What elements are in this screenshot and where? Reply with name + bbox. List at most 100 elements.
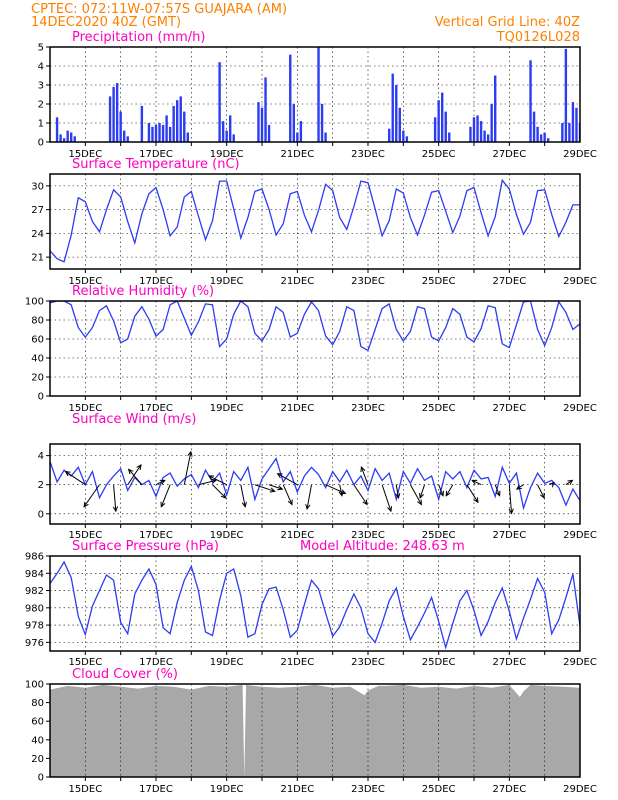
wind-arrow-head <box>64 470 71 477</box>
precip-bar <box>402 130 405 142</box>
precip-bar <box>59 134 62 142</box>
precip-bar <box>476 115 479 142</box>
precip-bar <box>229 115 232 142</box>
x-date-label: 19DEC <box>210 657 244 668</box>
y-tick-label: 20 <box>31 373 44 384</box>
wind-arrow-shaft <box>339 484 343 496</box>
y-tick-label: 60 <box>31 335 44 346</box>
y-tick-label: 986 <box>25 552 44 563</box>
y-tick-label: 982 <box>25 586 44 597</box>
precip-bar <box>469 126 472 142</box>
x-date-label: 17DEC <box>139 403 173 414</box>
precip-bar <box>296 132 299 142</box>
y-tick-label: 978 <box>25 621 44 632</box>
wind-arrow-head <box>549 481 555 488</box>
precip-bar <box>561 123 564 142</box>
wind-arrow-head <box>338 490 344 497</box>
precip-bar <box>151 126 154 142</box>
wind-arrow-head <box>567 479 574 485</box>
panel-frame <box>49 300 581 397</box>
wind-arrow-shaft <box>128 469 143 486</box>
precip-bar <box>543 132 546 142</box>
precip-bar <box>320 104 324 142</box>
plot-area <box>50 556 580 651</box>
wind-arrow-shaft <box>277 473 298 486</box>
wind-arrow-shaft <box>325 484 346 494</box>
wind-arrow-head <box>241 501 247 508</box>
precip-bar <box>289 54 292 142</box>
wind-line <box>50 457 580 511</box>
plot-area <box>50 174 580 269</box>
wind-arrow-head <box>208 475 215 481</box>
x-date-label: 25DEC <box>422 530 456 541</box>
y-tick-label: 100 <box>25 680 44 691</box>
precip-bar <box>179 96 182 142</box>
wind-arrow-shaft <box>494 484 501 496</box>
x-date-label: 25DEC <box>422 403 456 414</box>
y-tick-label: 976 <box>25 638 44 649</box>
x-date-label: 27DEC <box>492 276 526 287</box>
precip-bar <box>186 132 189 142</box>
y-tick-label: 40 <box>31 735 44 746</box>
precip-bar <box>568 123 571 142</box>
precip-bar <box>115 83 119 142</box>
precip-bar <box>73 136 76 142</box>
wind-arrow-head <box>395 492 401 500</box>
panel-frame <box>49 173 581 270</box>
wind-arrow-head <box>417 499 422 506</box>
precip-bar <box>172 105 175 142</box>
wind-arrow-shaft <box>395 484 399 499</box>
x-date-label: 23DEC <box>351 149 385 160</box>
x-date-label: 29DEC <box>563 149 597 160</box>
precip-bar <box>441 92 444 142</box>
precip-bar <box>532 111 536 142</box>
y-tick-label: 0 <box>38 509 44 520</box>
precip-bar <box>575 107 578 142</box>
wind-arrow-shaft <box>160 484 171 507</box>
x-date-label: 25DEC <box>422 149 456 160</box>
precip-bar <box>257 102 260 142</box>
x-date-label: 21DEC <box>280 403 314 414</box>
y-tick-label: 100 <box>25 297 44 308</box>
precip-bar <box>324 132 327 142</box>
precip-bar <box>571 102 575 142</box>
panel-frame <box>49 555 581 652</box>
precip-bar <box>405 136 409 142</box>
precip-bar <box>221 121 225 142</box>
panel-temp: Surface Temperature (nC) 21 24 27 30 15DEC 17D… <box>31 157 597 287</box>
precip-bar <box>158 123 161 142</box>
wind-arrow-shaft <box>113 484 117 512</box>
x-date-label: 17DEC <box>139 276 173 287</box>
y-tick-label: 4 <box>38 62 44 73</box>
y-tick-label: 2 <box>38 100 44 111</box>
x-date-label: 19DEC <box>210 530 244 541</box>
pressure-line <box>50 560 580 650</box>
rh-line <box>50 301 580 352</box>
temp-line <box>50 178 580 263</box>
wind-arrow-head <box>83 501 89 508</box>
wind-arrow-shaft <box>537 484 545 499</box>
plot-area <box>50 684 580 777</box>
wind-arrow-shaft <box>516 484 524 490</box>
x-date-label: 15DEC <box>68 657 102 668</box>
wind-arrow-shaft <box>381 484 392 512</box>
precip-bar <box>55 117 59 142</box>
wind-arrow-shaft <box>306 484 312 510</box>
wind-arrow-shaft <box>127 464 142 486</box>
wind-arrow-head <box>439 490 444 497</box>
y-tick-label: 1 <box>38 119 44 130</box>
x-date-label: 27DEC <box>492 403 526 414</box>
wind-arrow-shaft <box>268 484 283 490</box>
wind-arrow-head <box>136 463 142 470</box>
wind-arrow-shaft <box>409 484 422 505</box>
x-date-label: 23DEC <box>351 784 385 795</box>
panel-cloud: Cloud Cover (%) 0 20 40 60 80 100 15DEC 17DEC 19D… <box>25 667 597 795</box>
panel-frame <box>49 46 581 143</box>
x-date-label: 15DEC <box>68 403 102 414</box>
wind-arrow-head <box>287 499 293 506</box>
precip-bar <box>398 107 401 142</box>
plot-area <box>50 301 580 396</box>
precip-bar <box>147 123 151 142</box>
precip-bar <box>218 62 221 142</box>
wind-arrow-shaft <box>445 484 454 496</box>
